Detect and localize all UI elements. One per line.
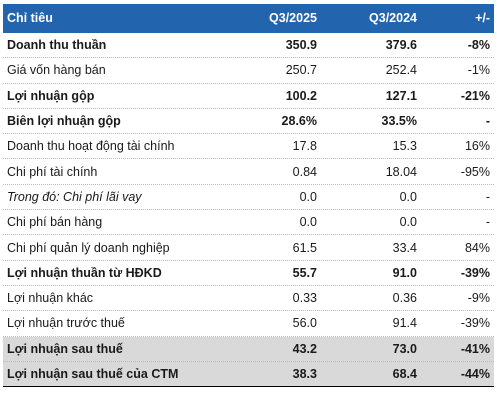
- row-change: 16%: [464, 139, 490, 154]
- header-name: Chỉ tiêu: [7, 11, 53, 25]
- row-name: Trong đó: Chi phí lãi vay: [7, 189, 142, 204]
- row-change: -1%: [467, 63, 490, 78]
- row-q3-2025: 0.0: [299, 215, 317, 230]
- table-row: Trong đó: Chi phí lãi vay 0.0 0.0 -: [3, 185, 494, 211]
- row-q3-2025: 250.7: [285, 63, 317, 78]
- row-change: 84%: [464, 240, 490, 255]
- table-row: Lợi nhuận khác 0.33 0.36 -9%: [3, 286, 494, 312]
- row-change: -39%: [460, 316, 490, 331]
- row-name: Lợi nhuận thuần từ HĐKD: [7, 265, 162, 280]
- row-q3-2024: 379.6: [385, 38, 417, 53]
- row-name: Chi phí bán hàng: [7, 215, 103, 230]
- row-change: -44%: [460, 367, 490, 381]
- row-q3-2024: 33.4: [392, 240, 417, 255]
- row-q3-2025: 38.3: [292, 367, 317, 381]
- row-name: Lợi nhuận sau thuế của CTM: [7, 367, 179, 381]
- row-name: Doanh thu thuần: [7, 38, 107, 53]
- row-q3-2025: 17.8: [292, 139, 317, 154]
- row-q3-2025: 61.5: [292, 240, 317, 255]
- row-q3-2025: 28.6%: [281, 114, 317, 129]
- row-q3-2024: 15.3: [392, 139, 417, 154]
- row-change: -9%: [467, 291, 490, 306]
- header-change: +/-: [475, 11, 490, 25]
- table-row: Chi phí quản lý doanh nghiệp 61.5 33.4 8…: [3, 235, 494, 261]
- row-change: -95%: [460, 164, 490, 179]
- row-change: -: [485, 215, 490, 230]
- table-header: Chỉ tiêu Q3/2025 Q3/2024 +/-: [3, 4, 494, 33]
- row-name: Biên lợi nhuận gộp: [7, 114, 121, 129]
- table-row: Doanh thu thuần 350.9 379.6 -8%: [3, 33, 494, 59]
- row-q3-2024: 68.4: [392, 367, 417, 381]
- table-row: Biên lợi nhuận gộp 28.6% 33.5% -: [3, 109, 494, 135]
- row-q3-2024: 91.4: [392, 316, 417, 331]
- row-q3-2024: 0.36: [392, 291, 417, 306]
- row-name: Giá vốn hàng bán: [7, 63, 106, 78]
- table-row: Lợi nhuận thuần từ HĐKD 55.7 91.0 -39%: [3, 261, 494, 286]
- table-row: Lợi nhuận gộp 100.2 127.1 -21%: [3, 84, 494, 109]
- financial-table: Chỉ tiêu Q3/2025 Q3/2024 +/- Doanh thu t…: [3, 4, 494, 388]
- header-q3-2025: Q3/2025: [269, 11, 317, 25]
- row-change: -21%: [460, 88, 490, 103]
- row-name: Doanh thu hoạt động tài chính: [7, 139, 175, 154]
- row-q3-2024: 0.0: [399, 215, 417, 230]
- table-row: Lợi nhuận trước thuế 56.0 91.4 -39%: [3, 311, 494, 337]
- table-row: Chi phí tài chính 0.84 18.04 -95%: [3, 159, 494, 185]
- row-q3-2024: 33.5%: [381, 114, 417, 129]
- row-change: -8%: [467, 38, 490, 53]
- table-row: Lợi nhuận sau thuế của CTM 38.3 68.4 -44…: [3, 361, 494, 388]
- row-q3-2024: 18.04: [385, 164, 417, 179]
- header-q3-2024: Q3/2024: [369, 11, 417, 25]
- row-q3-2024: 0.0: [399, 189, 417, 204]
- row-name: Lợi nhuận khác: [7, 291, 94, 306]
- row-q3-2024: 91.0: [392, 265, 417, 280]
- row-q3-2025: 55.7: [292, 265, 317, 280]
- row-q3-2025: 43.2: [292, 341, 317, 356]
- row-q3-2025: 0.84: [292, 164, 317, 179]
- row-name: Lợi nhuận trước thuế: [7, 316, 125, 331]
- row-name: Lợi nhuận gộp: [7, 88, 95, 103]
- row-q3-2024: 252.4: [385, 63, 417, 78]
- row-change: -39%: [460, 265, 490, 280]
- row-q3-2025: 56.0: [292, 316, 317, 331]
- table-row: Giá vốn hàng bán 250.7 252.4 -1%: [3, 58, 494, 84]
- row-q3-2024: 127.1: [385, 88, 417, 103]
- row-change: -41%: [460, 341, 490, 356]
- row-q3-2025: 350.9: [285, 38, 317, 53]
- row-name: Chi phí quản lý doanh nghiệp: [7, 240, 170, 255]
- table-row: Doanh thu hoạt động tài chính 17.8 15.3 …: [3, 134, 494, 160]
- row-change: -: [485, 189, 490, 204]
- row-name: Chi phí tài chính: [7, 164, 98, 179]
- row-q3-2025: 0.33: [292, 291, 317, 306]
- row-change: -: [485, 114, 490, 129]
- row-q3-2025: 100.2: [285, 88, 317, 103]
- row-name: Lợi nhuận sau thuế: [7, 341, 123, 356]
- row-q3-2025: 0.0: [299, 189, 317, 204]
- row-q3-2024: 73.0: [392, 341, 417, 356]
- table-row: Lợi nhuận sau thuế 43.2 73.0 -41%: [3, 336, 494, 362]
- table-row: Chi phí bán hàng 0.0 0.0 -: [3, 210, 494, 236]
